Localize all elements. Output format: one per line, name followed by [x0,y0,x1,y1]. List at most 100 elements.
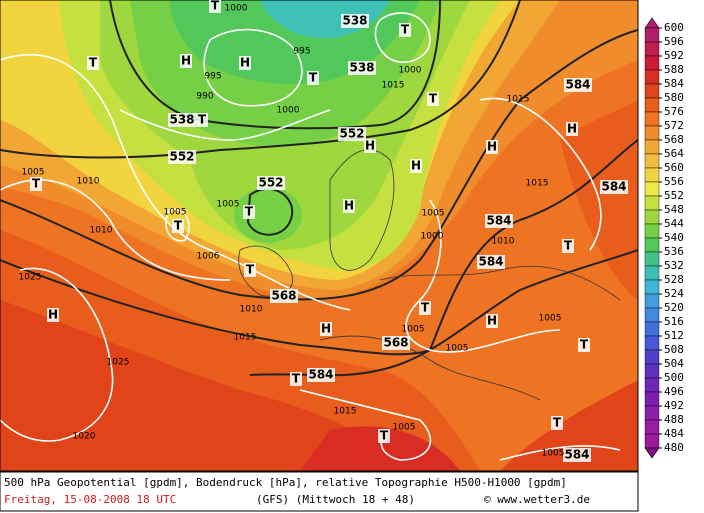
label-box [196,113,208,127]
colorbar-swatch [644,223,660,239]
map-label: 1005 [22,168,45,178]
colorbar-swatch [644,167,660,183]
colorbar-label: 592 [664,49,684,62]
map-label: 1015 [334,407,357,417]
map-label: 1000 [399,66,422,76]
colorbar-label: 532 [664,259,684,272]
label-box [290,372,302,386]
map-label: T [89,56,98,70]
map-label: 1010 [492,237,515,247]
colorbar-swatch [644,391,660,407]
map-label: 538 [342,14,367,28]
colorbar-swatch [644,265,660,281]
map-label: H [567,122,577,136]
map-label: H [240,56,250,70]
map-label: 1005 [393,423,416,433]
colorbar-swatch [644,83,660,99]
label-box [244,263,256,277]
map-label: 1005 [402,325,425,335]
map-label: 1025 [19,273,42,283]
colorbar-label: 560 [664,161,684,174]
map-label: 584 [601,180,626,194]
colorbar-swatch [644,279,660,295]
map-label: 1015 [234,333,257,343]
map-label: 990 [196,92,213,102]
colorbar: 6005965925885845805765725685645605565525… [644,17,684,459]
colorbar-swatch [644,237,660,253]
colorbar-label: 536 [664,245,684,258]
label-box [378,429,390,443]
colorbar-swatch [644,363,660,379]
colorbar-label: 492 [664,399,684,412]
map-label: 538 [169,113,194,127]
colorbar-swatch [644,293,660,309]
colorbar-swatch [644,111,660,127]
label-box [257,176,285,190]
caption-source: © www.wetter3.de [484,493,590,506]
map-label: T [32,177,41,191]
map-label: 1010 [90,226,113,236]
map-field [0,0,638,471]
map-label: T [245,205,254,219]
label-box [563,448,591,462]
map-label: T [309,71,318,85]
colorbar-swatch [644,251,660,267]
colorbar-arrow [644,17,660,29]
label-box [477,255,505,269]
map-label: 1005 [164,208,187,218]
label-box [566,122,578,136]
label-box [343,199,355,213]
map-label: 1000 [421,232,444,242]
map-label: T [429,92,438,106]
colorbar-swatch [644,181,660,197]
label-box [562,239,574,253]
label-box [485,214,513,228]
label-box [30,177,42,191]
colorbar-swatch [644,55,660,71]
map-label: T [580,338,589,352]
colorbar-label: 520 [664,301,684,314]
label-box [419,301,431,315]
map-label: 995 [204,72,221,82]
colorbar-swatch [644,405,660,421]
pressure-isobars [0,12,621,461]
map-label: H [181,54,191,68]
label-box [578,338,590,352]
label-box [348,61,376,75]
map-label: T [401,23,410,37]
colorbar-swatch [644,307,660,323]
label-box [168,113,196,127]
map-label: H [321,322,331,336]
label-box [600,180,628,194]
colorbar-swatch [644,335,660,351]
map-label: 1006 [197,252,220,262]
label-box [87,56,99,70]
map-label: H [487,314,497,328]
colorbar-label: 524 [664,287,684,300]
colorbar-label: 568 [664,133,684,146]
colorbar-label: 508 [664,343,684,356]
coastlines [238,149,621,401]
map-label: 584 [565,78,590,92]
map-label: T [380,429,389,443]
map-label: 584 [308,368,333,382]
map-label: 568 [271,289,296,303]
label-box [341,14,369,28]
map-label: T [174,219,183,233]
label-box [243,205,255,219]
colorbar-label: 552 [664,189,684,202]
label-box [551,416,563,430]
label-box [270,289,298,303]
label-box [172,219,184,233]
colorbar-label: 588 [664,63,684,76]
colorbar-label: 480 [664,441,684,454]
map-label: 568 [383,336,408,350]
label-box [427,92,439,106]
map-label: 552 [258,176,283,190]
map-label: 995 [293,47,310,57]
label-box [486,314,498,328]
colorbar-label: 572 [664,119,684,132]
colorbar-label: 600 [664,21,684,34]
